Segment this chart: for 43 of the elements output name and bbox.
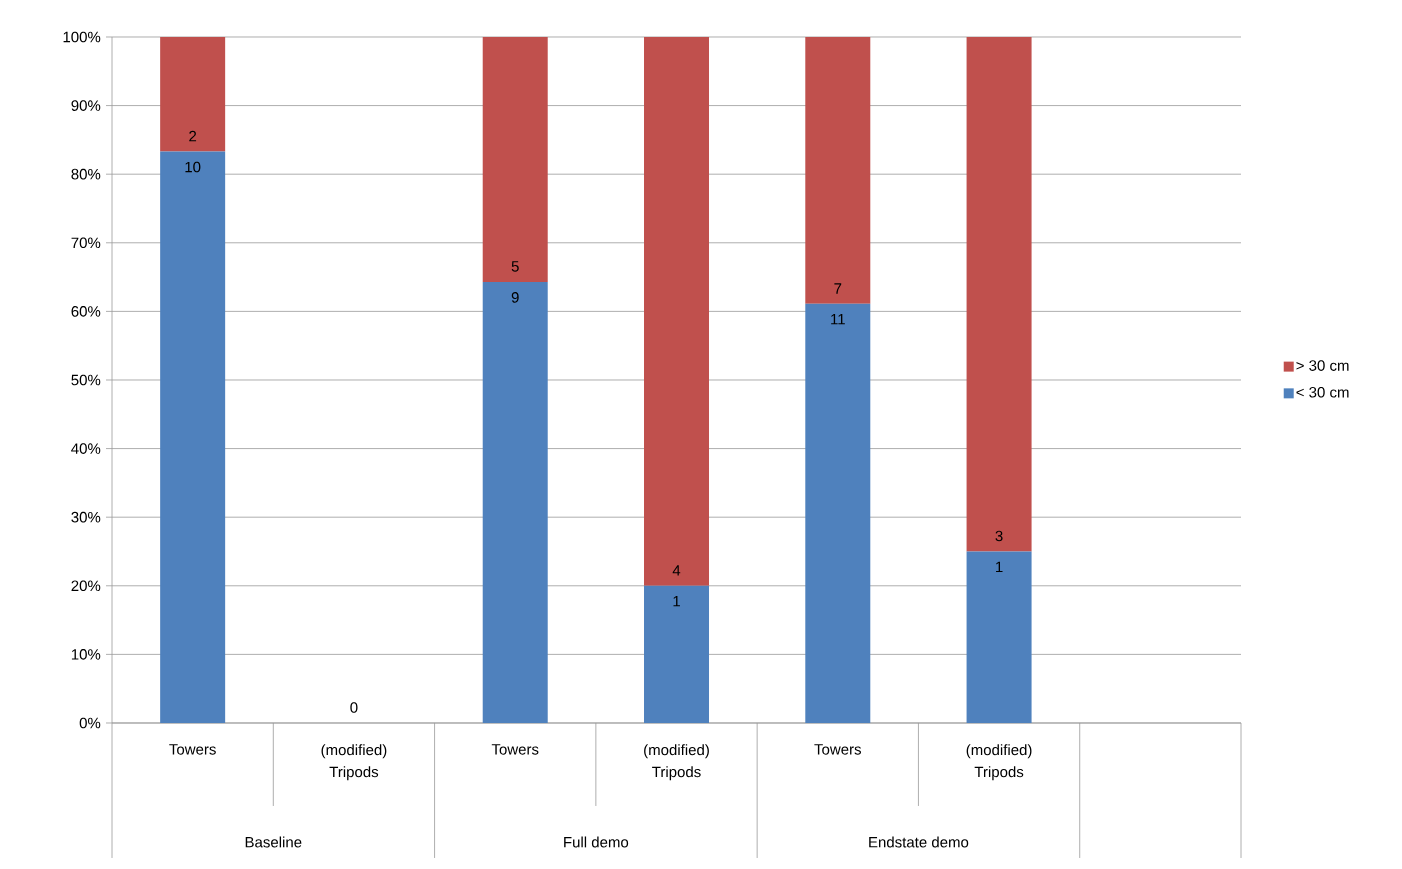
y-tick-label: 70% — [71, 237, 101, 249]
bar — [160, 36, 226, 152]
y-tick-label: 80% — [71, 168, 101, 180]
y-tick-label: 40% — [71, 443, 101, 454]
y-tick-label: 90% — [71, 100, 101, 111]
annotation: 9 — [511, 292, 519, 303]
y-tick-label: 60% — [71, 306, 101, 317]
annotation: 7 — [834, 283, 842, 294]
text: Baseline — [245, 836, 302, 848]
annotation: 5 — [511, 261, 519, 272]
y-tick-label: 20% — [71, 580, 101, 592]
bar — [966, 36, 1032, 552]
y-tick-label: 0% — [79, 717, 101, 729]
bar — [805, 303, 871, 723]
bar — [160, 151, 226, 723]
x-tick-label: (modified) Tripods — [966, 744, 1032, 781]
bar — [482, 36, 548, 282]
bar — [805, 36, 871, 304]
legend-label: > 30 cm — [1296, 360, 1349, 371]
x-tick-label: Towers — [169, 744, 216, 755]
annotation: 3 — [995, 530, 1003, 542]
bar — [644, 36, 710, 586]
x-tick-label: (modified) Tripods — [321, 744, 387, 781]
legend-label: < 30 cm — [1296, 386, 1349, 398]
x-tick-label: (modified) Tripods — [644, 744, 709, 781]
annotation: 0 — [350, 702, 358, 713]
y-tick-label: 30% — [71, 511, 101, 523]
x-tick-label: Towers — [814, 744, 861, 755]
y-tick-label: 50% — [71, 374, 101, 386]
annotation: 11 — [831, 314, 845, 325]
annotation: 10 — [185, 161, 201, 173]
x-tick-label: Towers — [491, 744, 539, 755]
bar — [966, 551, 1032, 723]
y-tick-label: 100% — [63, 31, 101, 43]
bar — [644, 585, 710, 723]
y-tick-label: 10% — [71, 649, 101, 660]
text: Endstate demo — [869, 836, 969, 848]
annotation: 4 — [672, 565, 681, 576]
annotation: 1 — [996, 561, 1003, 572]
annotation: 2 — [189, 130, 197, 142]
annotation: 1 — [673, 595, 680, 607]
text: Full demo — [564, 836, 629, 848]
bar — [482, 281, 548, 723]
